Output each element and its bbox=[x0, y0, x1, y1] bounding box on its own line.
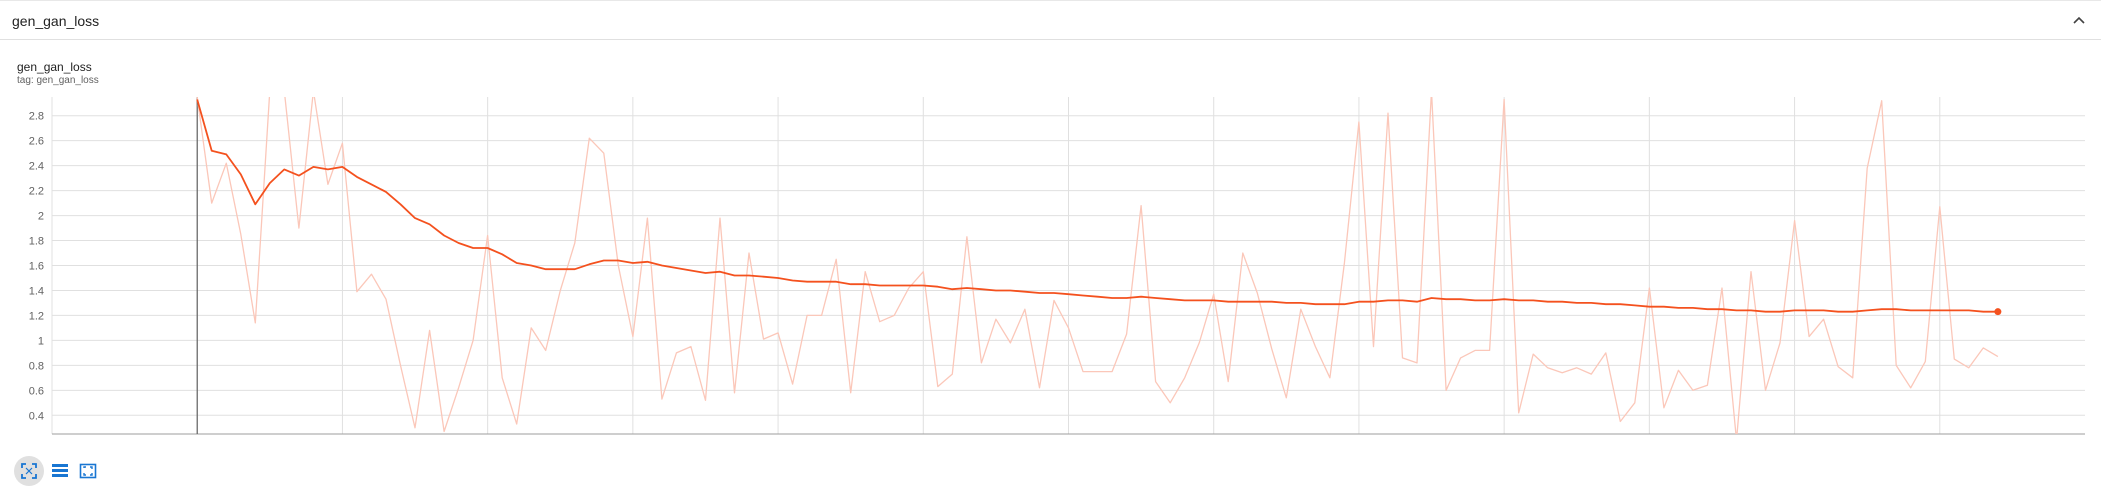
chart-tag: tag: gen_gan_loss bbox=[17, 75, 99, 86]
fit-domain-icon bbox=[21, 463, 37, 479]
chevron-up-icon bbox=[2073, 16, 2085, 24]
chart-series bbox=[196, 97, 2002, 434]
fullscreen-button[interactable] bbox=[73, 456, 103, 486]
y-tick-label: 1.6 bbox=[29, 261, 44, 273]
card-header: gen_gan_loss bbox=[0, 0, 2101, 40]
data-table-icon bbox=[52, 464, 68, 477]
y-tick-label: 2.4 bbox=[29, 161, 44, 173]
chart-title: gen_gan_loss bbox=[17, 60, 92, 74]
smoothed-series-line bbox=[196, 99, 1998, 313]
y-tick-label: 2.8 bbox=[29, 111, 44, 123]
y-tick-label: 2.2 bbox=[29, 186, 44, 198]
y-tick-label: 2.6 bbox=[29, 136, 44, 148]
chart-axes bbox=[51, 97, 2085, 435]
y-tick-label: 1 bbox=[38, 335, 44, 347]
card-header-title: gen_gan_loss bbox=[12, 13, 100, 29]
y-tick-label: 1.2 bbox=[29, 310, 44, 322]
y-tick-label: 0.8 bbox=[29, 360, 44, 372]
y-tick-label: 2 bbox=[38, 211, 44, 223]
last-point-marker bbox=[1994, 308, 2002, 316]
y-tick-label: 0.6 bbox=[29, 385, 44, 397]
collapse-button[interactable] bbox=[2067, 9, 2091, 33]
y-tick-label: 1.8 bbox=[29, 236, 44, 248]
fit-domain-button[interactable] bbox=[14, 456, 44, 486]
chart-grid bbox=[52, 97, 2085, 434]
data-table-button[interactable] bbox=[45, 456, 75, 486]
fullscreen-icon bbox=[79, 463, 97, 479]
raw-series-line bbox=[196, 97, 1999, 434]
chart-tick-labels: 01020304050607080901001101200.40.60.811.… bbox=[29, 111, 44, 423]
y-tick-label: 0.4 bbox=[29, 410, 44, 422]
y-tick-label: 1.4 bbox=[29, 285, 44, 297]
line-chart[interactable]: 01020304050607080901001101200.40.60.811.… bbox=[0, 90, 2101, 440]
